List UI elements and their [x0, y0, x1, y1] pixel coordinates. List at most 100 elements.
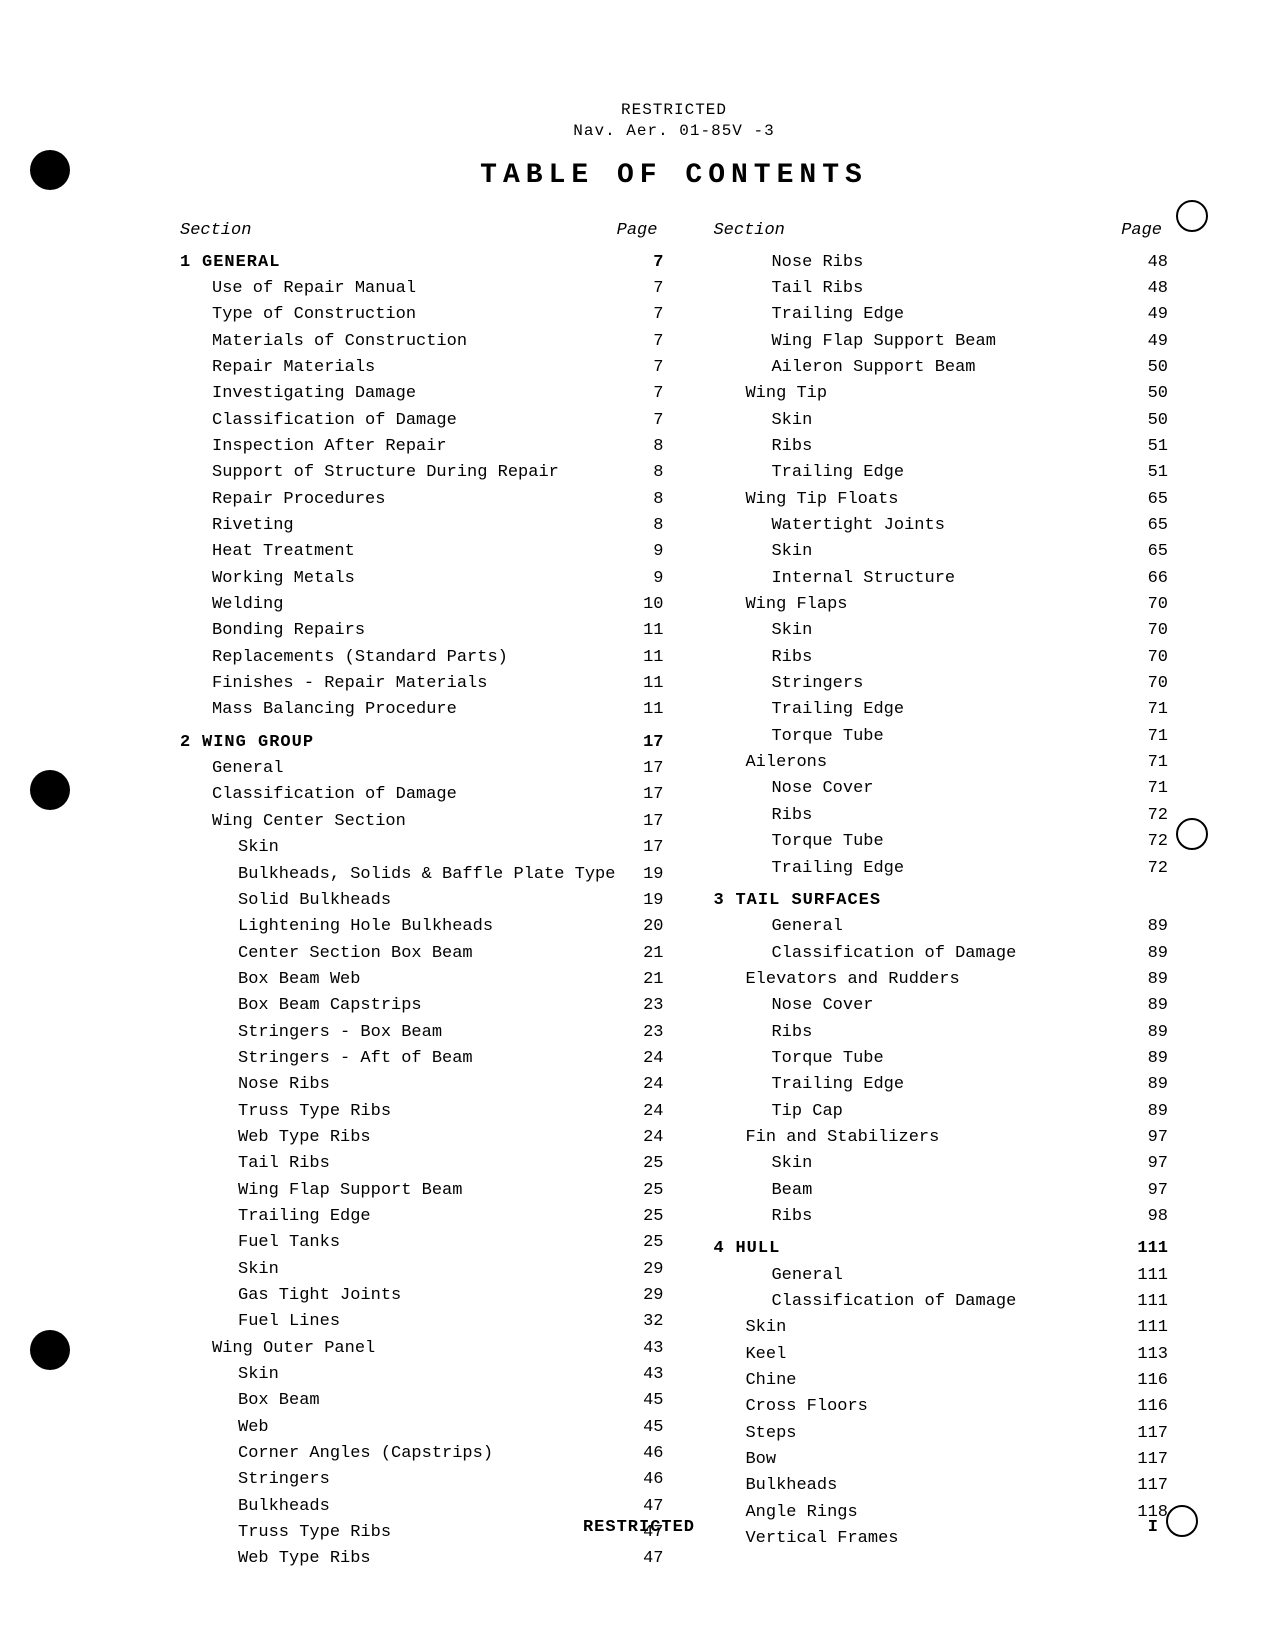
entry-label: Stringers [713, 671, 1120, 697]
entry-label: Nose Cover [713, 776, 1120, 802]
page-ref: 25 [615, 1151, 663, 1177]
entry-label: Repair Materials [180, 355, 615, 381]
toc-entry: Wing Tip50 [713, 381, 1168, 407]
page-ref: 51 [1120, 460, 1168, 486]
toc-entry: Trailing Edge51 [713, 460, 1168, 486]
page-ref: 9 [615, 566, 663, 592]
page-ref: 70 [1120, 671, 1168, 697]
page-ref: 25 [615, 1204, 663, 1230]
entry-label: Trailing Edge [713, 460, 1120, 486]
page-ref: 8 [615, 460, 663, 486]
toc-entry: Center Section Box Beam21 [180, 941, 663, 967]
toc-column-right: Section Page Nose Ribs48Tail Ribs48Trail… [713, 221, 1168, 1573]
entry-label: General [180, 756, 615, 782]
toc-entry: Working Metals9 [180, 566, 663, 592]
toc-entry: Skin43 [180, 1362, 663, 1388]
toc-entry: Tail Ribs48 [713, 276, 1168, 302]
toc-entry: Repair Procedures8 [180, 487, 663, 513]
toc-entry: Use of Repair Manual7 [180, 276, 663, 302]
punch-hole-icon [30, 1330, 70, 1370]
toc-entry: Welding10 [180, 592, 663, 618]
page-ref: 71 [1120, 750, 1168, 776]
toc-entry: Cross Floors116 [713, 1394, 1168, 1420]
page-ref: 47 [615, 1546, 663, 1572]
toc-entry: Wing Flap Support Beam25 [180, 1178, 663, 1204]
toc-entry: Fuel Lines32 [180, 1309, 663, 1335]
page-ref: 43 [615, 1336, 663, 1362]
entry-label: Nose Ribs [180, 1072, 615, 1098]
page-ref: 70 [1120, 645, 1168, 671]
entry-label: Box Beam [180, 1388, 615, 1414]
column-header: Section Page [180, 221, 663, 240]
toc-entry: Support of Structure During Repair8 [180, 460, 663, 486]
page-ref: 7 [615, 250, 663, 276]
entry-label: Center Section Box Beam [180, 941, 615, 967]
page-ref: 17 [615, 730, 663, 756]
page-ref: 111 [1120, 1236, 1168, 1262]
entry-label: Tail Ribs [180, 1151, 615, 1177]
page-ref: 66 [1120, 566, 1168, 592]
entry-label: Steps [713, 1421, 1120, 1447]
page-ref: 46 [615, 1441, 663, 1467]
page-ref: 17 [615, 835, 663, 861]
page-ref: 7 [615, 276, 663, 302]
page-ref: 89 [1120, 1072, 1168, 1098]
toc-list-right: Nose Ribs48Tail Ribs48Trailing Edge49Win… [713, 250, 1168, 1553]
page-number: I [1148, 1518, 1158, 1537]
toc-entry: Web45 [180, 1415, 663, 1441]
page-ref: 24 [615, 1046, 663, 1072]
page-ref: 71 [1120, 724, 1168, 750]
section-label: 2WING GROUP [180, 730, 615, 756]
entry-label: Watertight Joints [713, 513, 1120, 539]
page-ref: 89 [1120, 967, 1168, 993]
col-header-section: Section [180, 221, 251, 240]
toc-entry: General89 [713, 914, 1168, 940]
toc-entry: Trailing Edge25 [180, 1204, 663, 1230]
section-number: 2 [180, 730, 202, 756]
entry-label: Classification of Damage [713, 941, 1120, 967]
toc-entry: Tip Cap89 [713, 1099, 1168, 1125]
page-ref [1120, 888, 1168, 914]
toc-entry: Beam97 [713, 1178, 1168, 1204]
col-header-section: Section [713, 221, 784, 240]
entry-label: Box Beam Capstrips [180, 993, 615, 1019]
entry-label: Elevators and Rudders [713, 967, 1120, 993]
toc-entry: Elevators and Rudders89 [713, 967, 1168, 993]
toc-entry: Classification of Damage111 [713, 1289, 1168, 1315]
page-ref: 65 [1120, 487, 1168, 513]
page-ref: 46 [615, 1467, 663, 1493]
toc-entry: Bonding Repairs11 [180, 618, 663, 644]
toc-entry: Repair Materials7 [180, 355, 663, 381]
entry-label: Web [180, 1415, 615, 1441]
col-header-page: Page [1121, 221, 1162, 240]
entry-label: Web Type Ribs [180, 1546, 615, 1572]
entry-label: Fuel Tanks [180, 1230, 615, 1256]
page-ref: 29 [615, 1283, 663, 1309]
toc-entry: Bulkheads, Solids & Baffle Plate Type19 [180, 862, 663, 888]
page-ref: 9 [615, 539, 663, 565]
toc-entry: Stringers - Box Beam23 [180, 1020, 663, 1046]
page-ref: 97 [1120, 1178, 1168, 1204]
entry-label: Box Beam Web [180, 967, 615, 993]
toc-entry: Skin111 [713, 1315, 1168, 1341]
toc-entry: Box Beam Capstrips23 [180, 993, 663, 1019]
page-title: TABLE OF CONTENTS [180, 160, 1168, 191]
entry-label: Classification of Damage [180, 408, 615, 434]
entry-label: Cross Floors [713, 1394, 1120, 1420]
page-ref: 72 [1120, 803, 1168, 829]
entry-label: Ailerons [713, 750, 1120, 776]
page-ref: 47 [615, 1494, 663, 1520]
toc-entry: Wing Outer Panel43 [180, 1336, 663, 1362]
page-ref: 65 [1120, 513, 1168, 539]
entry-label: Torque Tube [713, 829, 1120, 855]
toc-entry: Replacements (Standard Parts)11 [180, 645, 663, 671]
page-ref: 11 [615, 697, 663, 723]
ring-icon [1176, 200, 1208, 232]
page-ref: 113 [1120, 1342, 1168, 1368]
page-ref: 10 [615, 592, 663, 618]
entry-label: Truss Type Ribs [180, 1099, 615, 1125]
entry-label: Trailing Edge [713, 302, 1120, 328]
entry-label: Skin [713, 1151, 1120, 1177]
page-ref: 25 [615, 1178, 663, 1204]
entry-label: Bulkheads [180, 1494, 615, 1520]
